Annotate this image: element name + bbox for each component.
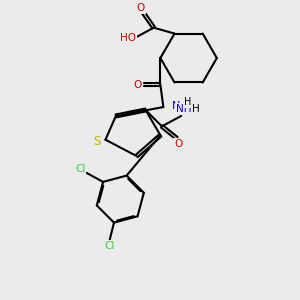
Text: Cl: Cl [75,164,86,173]
Text: O: O [137,3,145,13]
Text: NH: NH [176,104,191,114]
Text: Cl: Cl [104,242,115,251]
Text: H: H [183,101,191,111]
Text: HO: HO [120,33,136,43]
Text: H: H [184,97,191,107]
Text: H: H [192,104,200,114]
Text: O: O [174,139,182,148]
Text: S: S [93,135,101,148]
Text: N: N [172,101,180,111]
Text: O: O [134,80,142,90]
